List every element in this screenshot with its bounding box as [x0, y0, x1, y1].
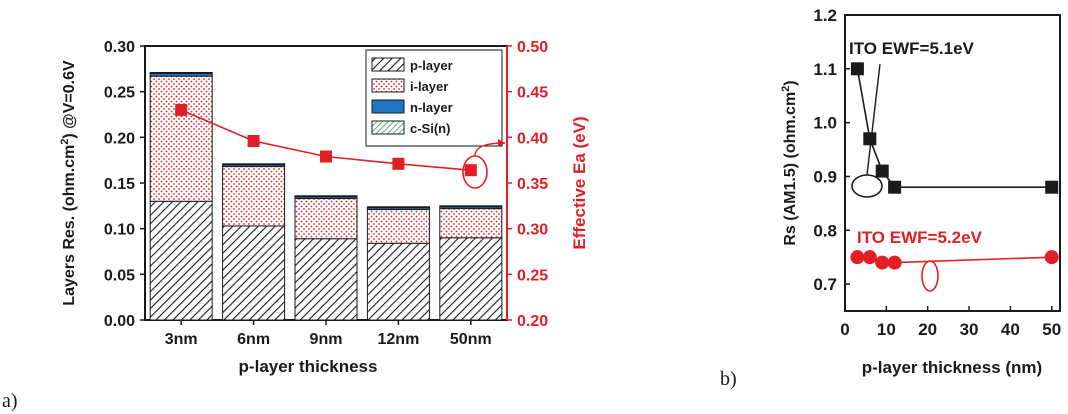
x-tick-label: 30	[960, 320, 979, 339]
y-tick-label: 0.00	[104, 313, 135, 330]
y2-tick-label: 0.45	[517, 85, 548, 102]
panel-label-a: a)	[2, 390, 18, 412]
panel-a-legend: p-layer i-layer n-layer c-Si(n)	[365, 49, 503, 147]
legend-swatch	[371, 78, 405, 93]
y2-tick-label: 0.35	[517, 176, 548, 193]
bar-segment-c-si-n-	[222, 163, 286, 166]
legend-label: n-layer	[410, 100, 453, 115]
panel-label-b: b)	[720, 368, 737, 390]
data-point-circle	[887, 255, 902, 270]
y-tick-label: 0.25	[104, 85, 135, 102]
data-point-circle	[1044, 250, 1059, 265]
bar-segment-i-layer	[294, 198, 358, 240]
data-point-square	[850, 62, 864, 76]
panel-a-y-title: Layers Res. (ohm.cm2) @V=0.6V	[59, 60, 78, 306]
highlight-ellipse-red	[921, 260, 939, 292]
x-tick-label: 12nm	[378, 331, 420, 348]
pointer-line-black	[866, 63, 881, 176]
data-point-circle	[875, 255, 890, 270]
panel-b-series	[850, 62, 1059, 270]
ea-marker	[320, 150, 332, 163]
y-tick-label: 0.9	[813, 167, 837, 186]
bar-segment-i-layer	[149, 75, 213, 202]
x-tick-label: 50	[1042, 320, 1061, 339]
data-point-square	[863, 132, 877, 146]
annotation-ito-5-1: ITO EWF=5.1eV	[849, 39, 975, 58]
legend-label: i-layer	[410, 79, 448, 94]
data-point-square	[875, 164, 889, 178]
data-point-circle	[862, 250, 877, 265]
y2-tick-label: 0.50	[517, 39, 548, 56]
y-tick-label: 1.0	[813, 114, 837, 133]
ea-pointer-arrowhead	[498, 139, 505, 147]
bar-segment-i-layer	[222, 166, 286, 227]
bar-segment-p-layer	[222, 225, 286, 321]
data-point-square	[888, 180, 902, 194]
panel-b-y-title: Rs (AM1.5) (ohm.cm2)	[780, 80, 799, 245]
legend-swatch	[371, 120, 405, 135]
bar-segment-c-si-n-	[294, 195, 358, 198]
y-tick-label: 0.30	[104, 39, 135, 56]
ea-marker	[392, 157, 405, 170]
bar-segment-c-si-n-	[149, 71, 213, 74]
panel-a-x-title: p-layer thickness	[239, 357, 378, 376]
ea-marker	[175, 103, 188, 116]
y-tick-label: 0.05	[104, 267, 135, 284]
ea-marker	[464, 164, 477, 177]
ea-marker	[247, 134, 260, 147]
x-tick-label: 9nm	[310, 331, 343, 348]
x-tick-label: 20	[918, 320, 937, 339]
annotation-ito-5-2: ITO EWF=5.2eV	[857, 228, 983, 247]
y-tick-label: 0.20	[104, 130, 135, 147]
bar-segment-p-layer	[294, 238, 358, 321]
y2-tick-label: 0.20	[517, 313, 548, 330]
y-tick-label: 1.2	[813, 6, 837, 25]
bar-segment-c-si-n-	[366, 206, 430, 209]
data-point-circle	[850, 250, 865, 265]
panel-a-bars	[149, 71, 503, 321]
bar-segment-p-layer	[149, 200, 213, 321]
legend-label: p-layer	[410, 58, 453, 73]
y2-tick-label: 0.30	[517, 222, 548, 239]
x-tick-label: 6nm	[237, 331, 270, 348]
y-tick-label: 0.7	[813, 275, 837, 294]
panel-a-axes: 3nm 6nm 9nm 12nm 50nm 0.00 0.05 0.10 0.15 0.20 0.2…	[104, 39, 548, 348]
panel-a-ea-line	[175, 103, 477, 177]
legend-label: c-Si(n)	[410, 121, 450, 136]
x-tick-label: 3nm	[165, 331, 198, 348]
bar-segment-i-layer	[366, 208, 430, 244]
bar-segment-p-layer	[439, 237, 503, 321]
panel-b-plot-frame	[844, 14, 1061, 312]
x-tick-label: 0	[840, 320, 849, 339]
y-tick-label: 0.8	[813, 221, 837, 240]
y-tick-label: 0.15	[104, 176, 135, 193]
panel-b-chart: 0 10 20 30 40 50 0.7 0.8 0.9 1.0 1.1 1.2 ITO EWF=5.…	[780, 6, 1061, 377]
bar-segment-c-si-n-	[439, 205, 503, 208]
data-point-square	[1045, 180, 1059, 194]
legend-swatch	[371, 99, 405, 114]
panel-a-chart: 3nm 6nm 9nm 12nm 50nm 0.00 0.05 0.10 0.15 0.20 0.2…	[59, 39, 589, 376]
panel-a-y2-title: Effective Ea (eV)	[570, 116, 589, 249]
bar-segment-i-layer	[439, 208, 503, 239]
panel-b-x-title: p-layer thickness (nm)	[862, 358, 1042, 377]
x-tick-label: 10	[877, 320, 896, 339]
y2-tick-label: 0.40	[517, 130, 548, 147]
x-tick-label: 50nm	[450, 331, 492, 348]
y-tick-label: 1.1	[813, 60, 837, 79]
y-tick-label: 0.10	[104, 222, 135, 239]
bar-segment-p-layer	[366, 242, 430, 321]
panel-b-axes: 0 10 20 30 40 50 0.7 0.8 0.9 1.0 1.1 1.2	[813, 6, 1061, 339]
y2-tick-label: 0.25	[517, 267, 548, 284]
x-tick-label: 40	[1001, 320, 1020, 339]
legend-swatch	[371, 57, 405, 72]
highlight-ellipse-black	[851, 174, 883, 198]
